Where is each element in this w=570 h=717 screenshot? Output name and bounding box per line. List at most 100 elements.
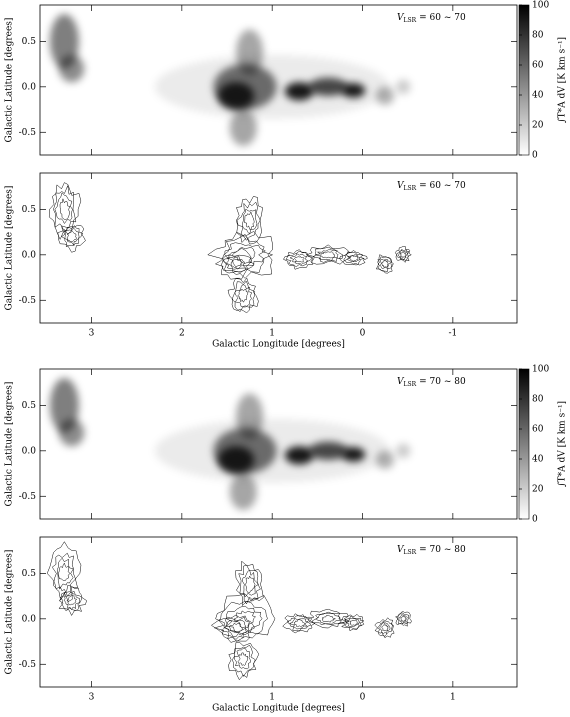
contour [220,616,250,640]
contour [396,248,410,261]
colorbar-tick-label: 100 [532,1,549,11]
emission [284,82,314,101]
contour [237,652,248,666]
colorbar-tick-label: 40 [532,91,544,101]
contour [54,192,73,224]
x-tick-label: 2 [179,329,185,339]
y-tick-label: 0.0 [22,446,37,456]
contour [51,552,76,597]
emission [58,419,85,447]
panel: 0.5 0.0 -0.5 3 2 1 0 -1 Galactic Longitude [degr… [5,172,518,350]
contour [224,242,266,267]
x-tick-label: 0 [360,329,366,339]
contour [339,613,365,632]
contour [58,562,71,581]
emission [58,54,85,83]
annotation: VLSR = 60 ~ 70 [397,13,466,24]
plot-area [49,14,411,146]
contour [283,249,314,270]
x-tick-label: 2 [179,693,185,703]
contour [242,569,260,598]
contour [282,613,316,634]
contour [289,253,309,265]
x-tick-label: 3 [89,693,95,703]
panel: 0.5 0.0 -0.5 Galactic Latitude [degrees] VLS… [5,1,568,161]
annotation: VLSR = 70 ~ 80 [397,545,466,556]
x-axis-label: Galactic Longitude [degrees] [212,340,345,350]
contour [398,613,408,624]
contour [381,623,389,632]
contour [293,619,306,628]
contour [214,248,255,280]
colorbar-tick-label: 20 [532,485,544,495]
contour [48,182,82,241]
contour [314,249,339,261]
contour [379,621,391,635]
x-tick-label: 1 [269,693,275,703]
contour [312,246,343,263]
colorbar-tick-label: 0 [532,151,538,161]
contour [207,230,273,279]
y-axis-label: Galactic Latitude [degrees] [5,186,15,311]
x-tick-label: 0 [360,693,366,703]
annotation-subscript: LSR [404,185,417,192]
annotation-text: = 70 ~ 80 [419,545,466,555]
contour [215,600,268,635]
emission [236,393,264,439]
y-tick-label: -0.5 [19,128,37,138]
y-tick-label: 0.5 [22,37,37,47]
contour [53,184,77,232]
colorbar-tick-label: 60 [532,61,544,71]
contour [232,644,256,677]
annotation-text: = 60 ~ 70 [419,181,466,191]
contour [238,564,261,605]
contour [398,250,408,260]
emission [308,441,349,460]
contour [321,614,336,623]
emission [229,109,257,146]
contour [234,284,253,308]
contour [60,590,83,612]
contour [375,254,395,274]
contour [66,595,78,606]
contour [229,622,243,633]
contour [234,610,256,628]
contour [244,211,255,230]
y-axis-label: Galactic Latitude [degrees] [5,550,15,675]
contour [377,620,393,637]
x-tick-label: 1 [269,329,275,339]
contour [64,227,80,246]
contour [294,256,305,263]
contour [288,617,309,630]
emission [376,86,395,105]
contour [57,224,86,253]
annotation-text: = 60 ~ 70 [419,13,466,23]
y-tick-label: 0.5 [22,401,37,411]
y-tick-label: 0.5 [22,569,37,579]
contour [315,612,342,625]
axes-frame [39,368,518,520]
contour [344,615,365,630]
contour [377,256,394,273]
contour [210,593,276,642]
annotation-subscript: LSR [404,17,417,24]
contour [320,251,335,259]
contour [64,593,80,610]
contour [349,255,359,262]
contour [226,605,263,634]
contour [230,258,243,270]
annotation: VLSR = 60 ~ 70 [397,181,466,192]
contour [305,244,351,265]
colorbar-tick-label: 40 [532,455,544,465]
x-tick-label: -1 [448,329,457,339]
y-tick-label: -0.5 [19,492,37,502]
y-tick-label: 0.0 [22,614,37,624]
contour [227,277,259,314]
x-tick-label: 3 [89,329,95,339]
contour [345,618,361,628]
y-axis-label: Galactic Latitude [degrees] [5,18,15,143]
contour [234,648,251,670]
annotation: VLSR = 70 ~ 80 [397,377,466,388]
colorbar-tick-label: 20 [532,121,544,131]
